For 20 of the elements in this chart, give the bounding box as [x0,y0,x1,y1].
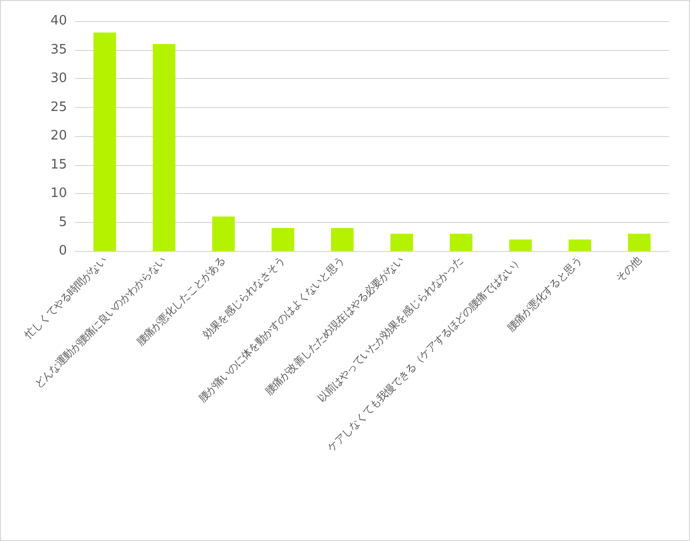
y-tick-label: 40 [50,14,67,28]
bar [212,216,235,251]
y-tick-label: 5 [58,214,67,230]
x-tick-label: その他 [614,254,644,284]
bar [93,32,116,251]
y-tick-label: 0 [58,244,67,258]
bar [390,234,413,251]
bar [272,228,294,251]
y-tick-label: 10 [50,186,67,201]
bar [568,240,592,251]
bar [509,240,532,251]
y-tick-label: 15 [50,157,67,172]
bar [450,234,472,251]
bar [331,228,354,251]
bar [628,234,651,251]
bar [152,44,176,251]
y-tick-label: 30 [50,71,67,86]
y-tick-label: 20 [50,128,67,144]
y-tick-label: 35 [50,42,67,58]
y-tick-label: 25 [50,100,67,115]
